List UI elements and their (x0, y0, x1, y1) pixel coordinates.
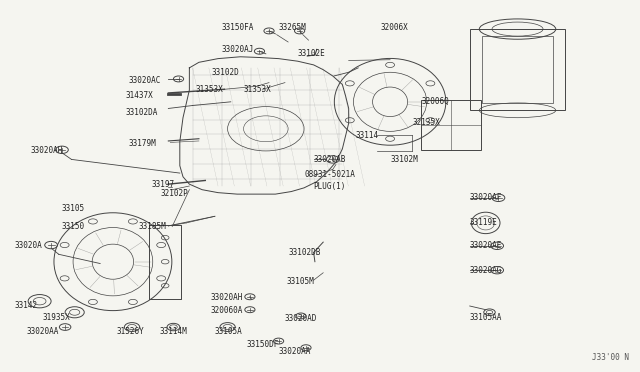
Text: 33020AH: 33020AH (211, 293, 243, 302)
Text: 33102DB: 33102DB (288, 248, 321, 257)
Text: 33020AE: 33020AE (470, 241, 502, 250)
Text: 31526Y: 31526Y (116, 327, 144, 336)
Text: 320060A: 320060A (211, 306, 243, 315)
Text: PLUG(1): PLUG(1) (314, 182, 346, 190)
Text: 33020AJ: 33020AJ (221, 45, 253, 54)
Text: 33119E: 33119E (470, 218, 497, 227)
Bar (470, 29, 565, 110)
Text: 31935X: 31935X (43, 312, 70, 321)
Text: 33020AD: 33020AD (285, 314, 317, 323)
Bar (420, 100, 481, 150)
Text: 33020AA: 33020AA (278, 347, 311, 356)
Text: 33142: 33142 (14, 301, 37, 311)
Text: 32006Q: 32006Q (422, 97, 450, 106)
Text: 33150: 33150 (62, 222, 85, 231)
Text: 33114M: 33114M (159, 327, 187, 336)
Text: 32102P: 32102P (161, 189, 188, 198)
Text: 33020AC: 33020AC (129, 76, 161, 85)
Text: 33105A: 33105A (215, 327, 243, 336)
Text: 33020AA: 33020AA (27, 327, 60, 336)
Text: 08931-5021A: 08931-5021A (304, 170, 355, 179)
Text: 33197: 33197 (151, 180, 174, 189)
Text: 33105AA: 33105AA (470, 312, 502, 321)
Text: 31353X: 31353X (244, 85, 271, 94)
Text: 33102M: 33102M (390, 155, 418, 164)
Text: 33102DA: 33102DA (125, 108, 158, 117)
Text: 33105: 33105 (62, 203, 85, 213)
Bar (483, 36, 552, 103)
Text: 33102E: 33102E (298, 49, 326, 58)
Text: 33265M: 33265M (278, 23, 307, 32)
Text: 33102D: 33102D (212, 68, 239, 77)
Text: 33020AB: 33020AB (314, 155, 346, 164)
Text: 32006X: 32006X (381, 23, 408, 32)
Text: 33020AF: 33020AF (470, 193, 502, 202)
Text: 33114: 33114 (355, 131, 378, 140)
Text: 33020A: 33020A (14, 241, 42, 250)
Text: 31353X: 31353X (196, 85, 223, 94)
Text: 33150FA: 33150FA (221, 23, 253, 32)
Text: 33150DF: 33150DF (246, 340, 279, 349)
Text: 33020AG: 33020AG (470, 266, 502, 275)
Text: 33105M: 33105M (287, 277, 315, 286)
Text: J33'00 N: J33'00 N (592, 353, 629, 362)
Text: 33020AH: 33020AH (30, 147, 63, 155)
Text: 33179M: 33179M (129, 139, 157, 148)
Text: 31437X: 31437X (125, 91, 154, 100)
Text: 33185M: 33185M (138, 222, 166, 231)
Text: 32135X: 32135X (412, 118, 440, 127)
